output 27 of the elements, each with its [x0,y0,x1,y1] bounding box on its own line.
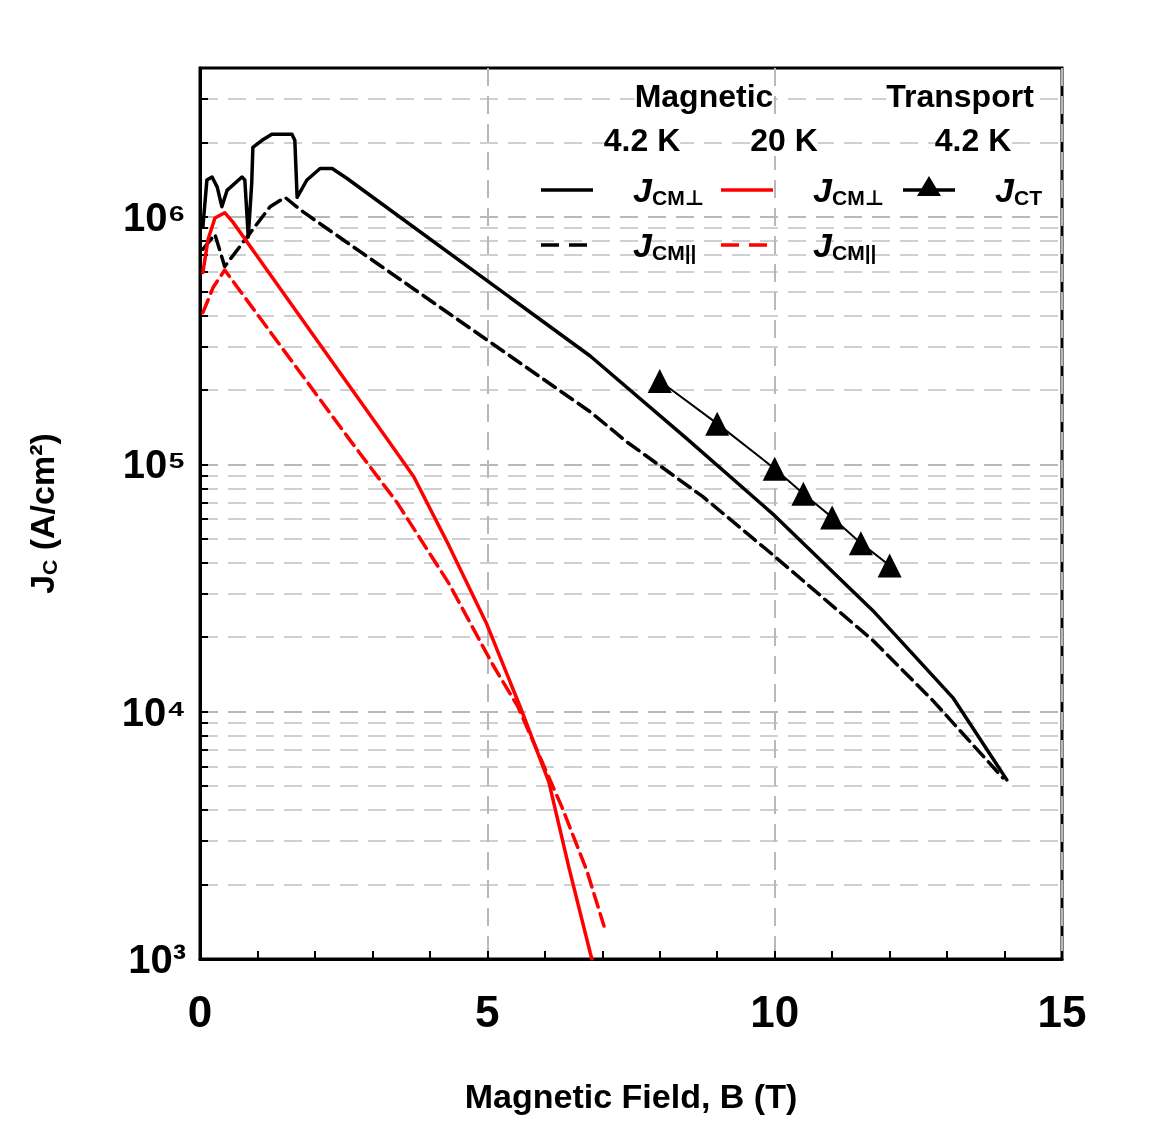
legend-label: JCM⊥ [633,171,704,210]
x-tick-label: 15 [1037,986,1087,1036]
x-tick-label: 5 [475,986,500,1036]
point [820,505,845,530]
legend-label: JCT [995,171,1043,210]
annotation: 4.2 K [603,122,681,158]
point [647,369,672,394]
point [791,481,816,506]
x-tick-label: 0 [187,986,213,1036]
y-tick-label: 10⁴ [121,689,186,734]
point [705,411,730,436]
y-axis-title: JC (A/cm²) [22,433,61,594]
legend-label: JCM⊥ [813,171,884,210]
y-tick-label: 10³ [128,937,186,981]
y-tick-label: 10⁵ [122,442,186,487]
point [848,531,873,556]
legend-label: JCM|| [813,226,877,265]
annotation: Magnetic [634,78,774,114]
legend-label: JCM|| [633,226,697,265]
annotation: 20 K [750,122,818,158]
x-axis-title: Magnetic Field, B (T) [464,1077,798,1115]
point [762,456,787,481]
annotation: 4.2 K [934,122,1012,158]
annotation: Transport [886,78,1035,114]
x-tick-label: 10 [750,986,800,1036]
point [877,553,902,578]
y-tick-label: 10⁶ [123,194,186,239]
